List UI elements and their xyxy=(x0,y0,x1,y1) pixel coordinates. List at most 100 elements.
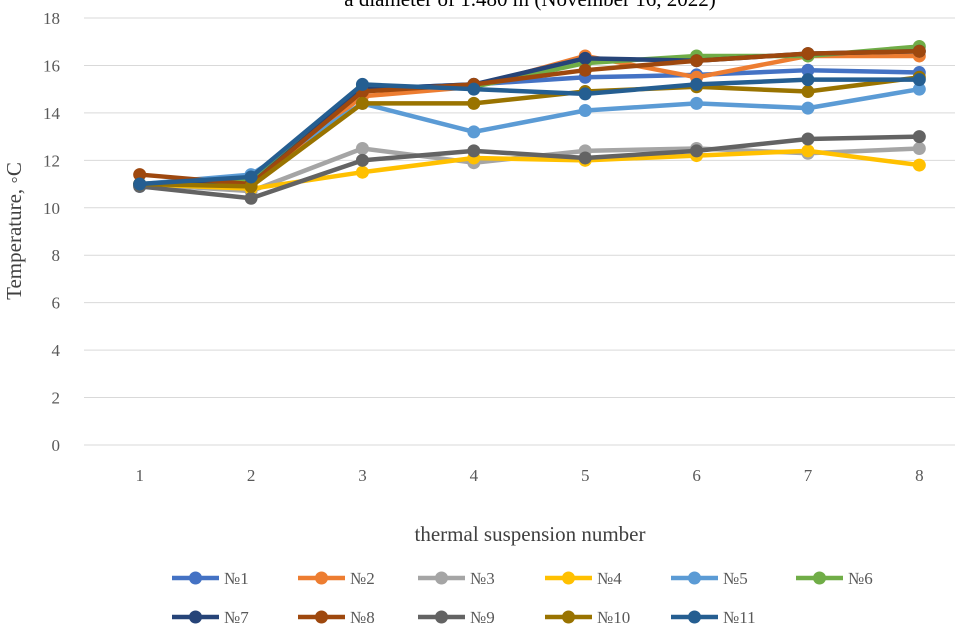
series-group xyxy=(133,39,926,205)
data-point xyxy=(801,132,815,146)
y-tick-label: 12 xyxy=(43,151,60,170)
data-point xyxy=(355,77,369,91)
legend-item: №11 xyxy=(671,608,756,627)
chart-title-group: a diameter of 1.480 m (November 16, 2022… xyxy=(344,0,715,11)
series-11 xyxy=(133,73,926,191)
series-9 xyxy=(133,130,926,205)
data-point xyxy=(801,73,815,87)
legend-item: №4 xyxy=(545,569,622,588)
y-tick-label: 6 xyxy=(52,294,61,313)
legend-swatch-marker xyxy=(189,610,202,624)
x-tick-label: 8 xyxy=(915,466,924,485)
data-point xyxy=(912,82,926,96)
data-point xyxy=(355,165,369,179)
legend: №1 №2 №3 №4 №5 №6 №7 №8 №9 №10 №11 xyxy=(172,569,873,627)
y-tick-label: 16 xyxy=(43,56,60,75)
data-point xyxy=(467,96,481,110)
legend-swatch-marker xyxy=(813,571,826,585)
legend-label: №6 xyxy=(848,569,873,588)
y-tick-label: 10 xyxy=(43,199,60,218)
series-line xyxy=(137,75,922,189)
y-tick-label: 2 xyxy=(52,389,61,408)
x-tick-label: 2 xyxy=(247,466,256,485)
x-tick-label: 4 xyxy=(470,466,479,485)
data-point xyxy=(801,47,815,61)
series-line xyxy=(137,134,922,201)
y-tick-label: 14 xyxy=(43,104,61,123)
y-axis-title: Temperature, ◦C xyxy=(2,162,26,300)
legend-swatch-marker xyxy=(688,610,701,624)
legend-item: №10 xyxy=(545,608,630,627)
legend-swatch-marker xyxy=(435,571,448,585)
legend-item: №7 xyxy=(172,608,249,627)
legend-swatch-marker xyxy=(189,571,202,585)
legend-label: №11 xyxy=(723,608,756,627)
data-point xyxy=(690,96,704,110)
x-tick-label: 3 xyxy=(358,466,367,485)
legend-item: №3 xyxy=(418,569,495,588)
y-tick-label: 4 xyxy=(52,341,61,360)
legend-label: №10 xyxy=(597,608,630,627)
legend-item: №5 xyxy=(671,569,748,588)
series-line xyxy=(137,48,922,187)
legend-label: №1 xyxy=(224,569,249,588)
data-point xyxy=(690,77,704,91)
y-tick-label: 8 xyxy=(52,246,61,265)
series-line xyxy=(137,148,922,192)
data-point xyxy=(578,87,592,101)
x-axis-title: thermal suspension number xyxy=(415,522,646,546)
data-point xyxy=(690,144,704,158)
data-point xyxy=(467,82,481,96)
series-6 xyxy=(133,39,926,191)
data-point xyxy=(244,179,258,193)
legend-swatch-marker xyxy=(315,610,328,624)
legend-swatch-marker xyxy=(315,571,328,585)
data-point xyxy=(578,63,592,77)
x-axis-ticks: 1 2 3 4 5 6 7 8 xyxy=(135,466,923,485)
data-point xyxy=(244,170,258,184)
legend-swatch-marker xyxy=(688,571,701,585)
data-point xyxy=(912,130,926,144)
legend-label: №2 xyxy=(350,569,375,588)
legend-item: №1 xyxy=(172,569,249,588)
legend-item: №8 xyxy=(298,608,375,627)
legend-label: №9 xyxy=(470,608,495,627)
y-axis-ticks: 0 2 4 6 8 10 12 14 16 18 xyxy=(43,9,61,455)
y-tick-label: 0 xyxy=(52,436,61,455)
data-point xyxy=(912,73,926,87)
x-tick-label: 7 xyxy=(804,466,813,485)
data-point xyxy=(467,144,481,158)
chart-title: a diameter of 1.480 m (November 16, 2022… xyxy=(344,0,715,11)
data-point xyxy=(801,63,815,77)
legend-label: №5 xyxy=(723,569,748,588)
data-point xyxy=(133,168,147,182)
data-point xyxy=(801,85,815,99)
data-point xyxy=(912,141,926,155)
data-point xyxy=(355,141,369,155)
legend-swatch-marker xyxy=(562,610,575,624)
data-point xyxy=(355,96,369,110)
data-point xyxy=(578,151,592,165)
legend-swatch-marker xyxy=(562,571,575,585)
data-point xyxy=(578,51,592,65)
data-point xyxy=(801,101,815,115)
legend-item: №9 xyxy=(418,608,495,627)
legend-item: №2 xyxy=(298,569,375,588)
data-point xyxy=(912,158,926,172)
legend-item: №6 xyxy=(796,569,873,588)
legend-label: №3 xyxy=(470,569,495,588)
data-point xyxy=(690,54,704,68)
data-point xyxy=(244,191,258,205)
legend-swatch-marker xyxy=(435,610,448,624)
data-point xyxy=(801,144,815,158)
legend-label: №4 xyxy=(597,569,622,588)
x-tick-label: 1 xyxy=(135,466,144,485)
data-point xyxy=(133,177,147,191)
data-point xyxy=(467,125,481,139)
legend-label: №8 xyxy=(350,608,375,627)
x-tick-label: 6 xyxy=(692,466,701,485)
legend-label: №7 xyxy=(224,608,249,627)
data-point xyxy=(578,104,592,118)
series-8 xyxy=(133,44,926,191)
